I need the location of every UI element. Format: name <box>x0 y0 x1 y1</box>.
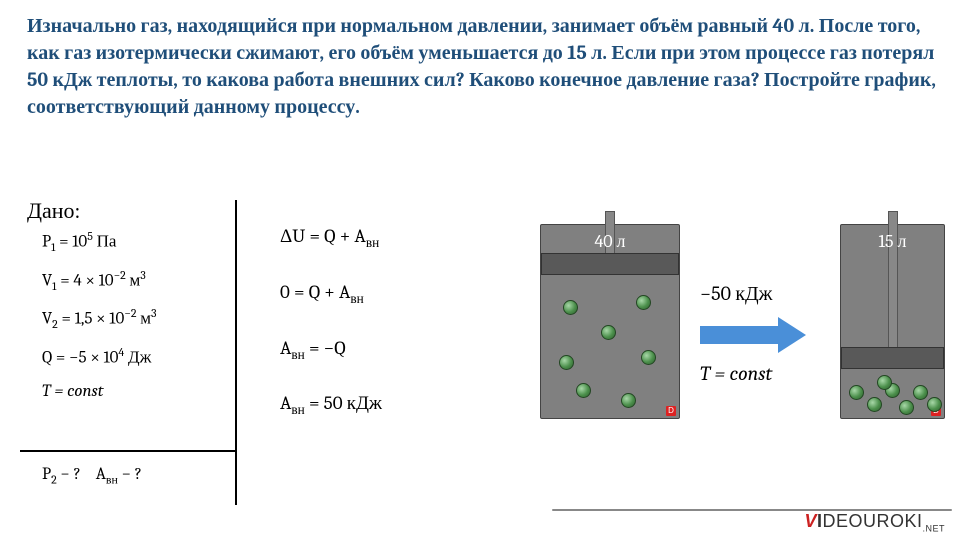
arrow-icon <box>700 320 810 350</box>
particle <box>576 383 591 398</box>
particle <box>913 385 928 400</box>
given-block: P1 = 105 Па V1 = 4 × 10−2 м3 V2 = 1,5 × … <box>42 230 156 416</box>
particle <box>877 375 892 390</box>
given-p1: P1 = 105 Па <box>42 230 156 255</box>
particle <box>927 397 942 412</box>
given-v1: V1 = 4 × 10−2 м3 <box>42 269 156 294</box>
divider-vertical <box>235 200 237 505</box>
particle <box>621 393 636 408</box>
find-block: P2 − ? Aвн − ? <box>42 465 142 487</box>
t-const-label: T = const <box>700 362 772 385</box>
particle <box>559 355 574 370</box>
calc-row-2: 0 = Q + Aвн <box>280 281 382 307</box>
diagram: 40 л D 15 л D −50 кДж T = const <box>540 220 950 440</box>
calc-row-3: Aвн = −Q <box>280 337 382 363</box>
particle <box>867 397 882 412</box>
particle <box>601 325 616 340</box>
given-q: Q = −5 × 104 Дж <box>42 346 156 368</box>
logo-marker: D <box>666 406 676 416</box>
calc-row-1: ΔU = Q + Aвн <box>280 225 382 251</box>
piston-large <box>541 253 679 275</box>
problem-statement: Изначально газ, находящийся при нормальн… <box>27 12 937 120</box>
particle <box>849 385 864 400</box>
volume-label-large: 40 л <box>541 231 679 252</box>
given-v2: V2 = 1,5 × 10−2 м3 <box>42 307 156 332</box>
particle <box>899 400 914 415</box>
calc-row-4: Aвн = 50 кДж <box>280 392 382 418</box>
particle <box>641 350 656 365</box>
given-label: Дано: <box>27 198 527 224</box>
cylinder-small: 15 л D <box>840 224 945 419</box>
watermark: VIDEOUROKI.NET <box>804 511 945 534</box>
volume-label-small: 15 л <box>841 231 944 252</box>
heat-loss-label: −50 кДж <box>700 282 773 306</box>
divider-horizontal <box>20 450 237 452</box>
given-tconst: T = const <box>42 382 156 402</box>
cylinder-large: 40 л D <box>540 224 680 419</box>
particle <box>636 295 651 310</box>
particle <box>563 300 578 315</box>
calculation-block: ΔU = Q + Aвн 0 = Q + Aвн Aвн = −Q Aвн = … <box>280 225 382 448</box>
piston-small <box>841 347 944 369</box>
